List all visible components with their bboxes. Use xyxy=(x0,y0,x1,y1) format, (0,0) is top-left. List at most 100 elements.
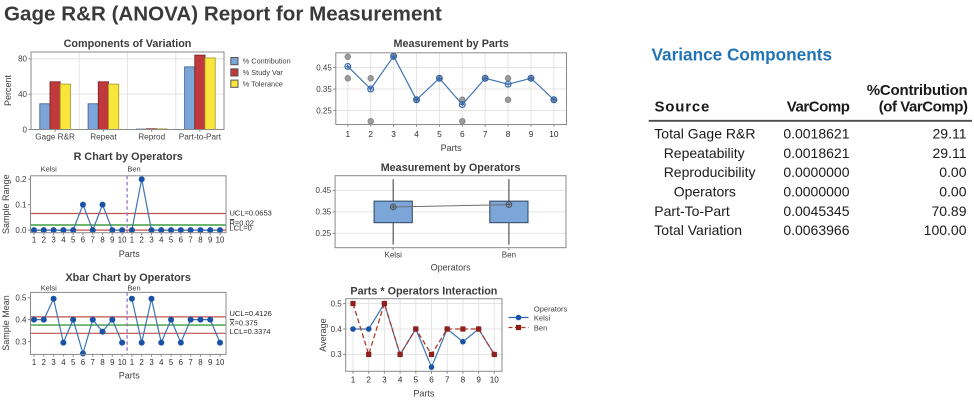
svg-text:% Contribution: % Contribution xyxy=(243,57,291,66)
svg-text:Parts: Parts xyxy=(119,371,141,381)
svg-text:10: 10 xyxy=(216,358,225,367)
svg-text:1: 1 xyxy=(32,236,36,245)
svg-text:6: 6 xyxy=(179,358,183,367)
svg-text:4: 4 xyxy=(61,358,66,367)
svg-text:LCL=0: LCL=0 xyxy=(230,223,252,232)
svg-text:% Study Var: % Study Var xyxy=(243,68,284,77)
svg-text:3: 3 xyxy=(51,358,55,367)
svg-text:1: 1 xyxy=(130,236,134,245)
svg-text:0: 0 xyxy=(23,125,28,134)
svg-text:70.89: 70.89 xyxy=(931,203,966,219)
svg-text:0.5: 0.5 xyxy=(15,294,27,303)
svg-text:5: 5 xyxy=(71,358,76,367)
svg-text:1: 1 xyxy=(32,358,36,367)
svg-text:7: 7 xyxy=(188,236,192,245)
svg-text:4: 4 xyxy=(414,129,419,139)
svg-text:Part-To-Part: Part-To-Part xyxy=(654,203,730,219)
svg-text:Average: Average xyxy=(318,318,328,351)
svg-text:0.3: 0.3 xyxy=(15,337,27,346)
svg-text:10: 10 xyxy=(118,236,127,245)
svg-text:Gage R&R (ANOVA) Report for Me: Gage R&R (ANOVA) Report for Measurement xyxy=(4,2,442,25)
svg-text:%Contribution: %Contribution xyxy=(867,82,968,99)
svg-text:Kelsi: Kelsi xyxy=(41,165,58,174)
svg-text:4: 4 xyxy=(61,236,66,245)
svg-text:0.3: 0.3 xyxy=(331,350,343,359)
svg-text:7: 7 xyxy=(483,129,488,139)
svg-text:(of VarComp): (of VarComp) xyxy=(879,99,968,116)
svg-text:0.25: 0.25 xyxy=(316,106,332,115)
svg-text:Reproducibility: Reproducibility xyxy=(664,164,756,180)
svg-text:7: 7 xyxy=(445,375,450,384)
svg-text:Parts: Parts xyxy=(441,143,463,153)
svg-text:Operators: Operators xyxy=(431,263,472,273)
svg-text:8: 8 xyxy=(198,236,202,245)
svg-text:29.11: 29.11 xyxy=(933,126,967,142)
svg-text:1: 1 xyxy=(351,375,356,384)
svg-text:10: 10 xyxy=(549,129,559,139)
svg-text:Ben: Ben xyxy=(127,284,140,293)
svg-text:6: 6 xyxy=(429,375,434,384)
svg-text:3: 3 xyxy=(51,236,55,245)
svg-text:4: 4 xyxy=(159,236,164,245)
svg-text:29.11: 29.11 xyxy=(933,145,967,161)
svg-text:5: 5 xyxy=(414,375,419,384)
svg-text:8: 8 xyxy=(506,129,511,139)
svg-text:8: 8 xyxy=(100,236,104,245)
svg-text:6: 6 xyxy=(81,358,85,367)
svg-text:0.0000000: 0.0000000 xyxy=(783,164,849,180)
svg-text:3: 3 xyxy=(149,358,153,367)
svg-text:Total Variation: Total Variation xyxy=(654,222,742,238)
svg-text:UCL=0.0653: UCL=0.0653 xyxy=(230,209,272,218)
svg-text:0.35: 0.35 xyxy=(316,85,332,94)
svg-text:40: 40 xyxy=(18,90,27,99)
svg-text:9: 9 xyxy=(110,236,114,245)
svg-text:Parts: Parts xyxy=(413,389,435,399)
svg-text:0.2: 0.2 xyxy=(15,175,27,184)
svg-text:Components of Variation: Components of Variation xyxy=(64,38,192,50)
svg-text:2: 2 xyxy=(140,236,144,245)
svg-text:Ben: Ben xyxy=(502,251,516,260)
svg-text:Repeat: Repeat xyxy=(90,133,117,142)
svg-text:9: 9 xyxy=(208,236,212,245)
svg-text:0.00: 0.00 xyxy=(939,184,966,200)
svg-text:10: 10 xyxy=(490,375,500,384)
svg-text:Variance Components: Variance Components xyxy=(652,45,833,65)
svg-text:0.45: 0.45 xyxy=(316,186,332,195)
svg-text:8: 8 xyxy=(198,358,202,367)
svg-text:10: 10 xyxy=(216,236,225,245)
svg-text:9: 9 xyxy=(110,358,114,367)
svg-text:Measurement by Parts: Measurement by Parts xyxy=(393,38,508,50)
svg-text:Reprod: Reprod xyxy=(138,133,165,142)
svg-text:0.45: 0.45 xyxy=(316,63,332,72)
svg-text:10: 10 xyxy=(118,358,127,367)
svg-text:R Chart by Operators: R Chart by Operators xyxy=(74,151,183,163)
svg-text:9: 9 xyxy=(529,129,534,139)
svg-text:Measurement by Operators: Measurement by Operators xyxy=(381,162,521,174)
svg-text:8: 8 xyxy=(461,375,466,384)
svg-text:3: 3 xyxy=(391,129,396,139)
svg-text:5: 5 xyxy=(169,236,174,245)
svg-text:0.35: 0.35 xyxy=(316,208,332,217)
svg-text:5: 5 xyxy=(437,129,442,139)
svg-text:80: 80 xyxy=(18,55,27,64)
svg-text:Gage R&R: Gage R&R xyxy=(35,133,75,142)
svg-text:3: 3 xyxy=(382,375,387,384)
svg-text:0.0063966: 0.0063966 xyxy=(783,222,849,238)
svg-text:UCL=0.4126: UCL=0.4126 xyxy=(230,309,272,318)
svg-text:4: 4 xyxy=(398,375,403,384)
svg-text:0.0018621: 0.0018621 xyxy=(783,126,849,142)
svg-text:2: 2 xyxy=(42,358,46,367)
svg-text:0.0: 0.0 xyxy=(15,226,27,235)
svg-text:Parts: Parts xyxy=(119,249,141,259)
svg-text:0.4: 0.4 xyxy=(15,315,27,324)
svg-text:0.0045345: 0.0045345 xyxy=(783,203,849,219)
svg-text:0.25: 0.25 xyxy=(316,229,332,238)
svg-text:Kelsi: Kelsi xyxy=(41,284,58,293)
svg-text:Repeatability: Repeatability xyxy=(664,145,745,161)
svg-text:3: 3 xyxy=(149,236,153,245)
svg-text:Operators: Operators xyxy=(674,184,736,200)
svg-text:Sample Range: Sample Range xyxy=(1,174,11,234)
svg-text:LCL=0.3374: LCL=0.3374 xyxy=(230,327,271,336)
svg-text:0.0000000: 0.0000000 xyxy=(783,184,849,200)
svg-text:5: 5 xyxy=(71,236,76,245)
